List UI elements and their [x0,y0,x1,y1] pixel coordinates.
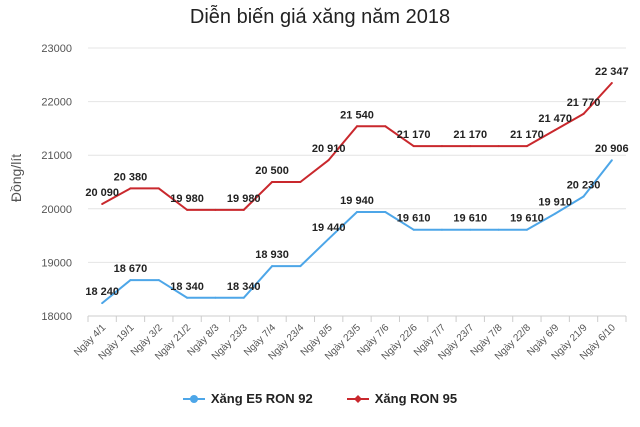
y-tick-label: 21000 [41,150,72,162]
data-label: 18 240 [85,286,119,298]
data-point [384,211,387,214]
data-label: 18 340 [227,281,261,293]
data-label: 19 940 [340,195,374,207]
y-tick-label: 19000 [41,257,72,269]
data-point [610,82,613,85]
data-label: 22 347 [595,66,629,78]
data-label: 21 170 [510,129,544,141]
data-point [327,159,330,162]
data-point [412,228,415,231]
y-tick-label: 18000 [41,311,72,323]
data-point [497,228,500,231]
data-point [525,145,528,148]
data-point [186,296,189,299]
data-point [129,187,132,190]
data-point [554,212,557,215]
data-point [440,145,443,148]
data-point [582,195,585,198]
y-tick-label: 23000 [41,43,72,55]
data-point [271,265,274,268]
data-point [242,296,245,299]
data-point [186,208,189,211]
data-point [101,202,104,205]
chart-title: Diễn biến giá xăng năm 2018 [189,6,451,28]
data-label: 21 470 [538,113,572,125]
data-point [242,208,245,211]
data-label: 19 980 [170,193,204,205]
data-label: 20 906 [595,143,629,155]
data-label: 20 380 [114,171,148,183]
legend-marker-e5-icon [182,394,205,403]
data-label: 21 170 [397,129,431,141]
data-point [299,181,302,183]
data-point [525,228,528,231]
data-point [214,208,217,211]
data-label: 20 910 [312,143,346,155]
data-label: 18 670 [114,263,148,275]
legend-item-ron95[interactable]: Xăng RON 95 [346,391,458,406]
data-label: 19 610 [510,213,544,225]
legend-item-e5[interactable]: Xăng E5 RON 92 [182,391,313,406]
data-point [497,145,500,148]
data-point [469,145,472,148]
data-label: 21 170 [453,129,487,141]
legend-marker-ron95-icon [346,394,369,403]
data-label: 19 610 [397,213,431,225]
data-label: 20 230 [567,179,601,191]
data-point [412,145,415,148]
data-point [299,265,302,268]
data-label: 21 770 [567,97,601,109]
data-point [356,125,358,128]
data-point [469,228,472,231]
data-point [327,237,330,240]
legend-label-ron95: Xăng RON 95 [374,391,458,406]
data-label: 19 980 [227,193,261,205]
legend: Xăng E5 RON 92 Xăng RON 95 [0,391,640,406]
data-label: 20 500 [255,165,289,177]
legend-label-e5: Xăng E5 RON 92 [210,391,313,406]
data-label: 19 610 [453,213,487,225]
data-point [384,125,387,128]
data-label: 19 910 [538,197,572,209]
data-label: 21 540 [340,109,374,121]
data-point [129,279,132,282]
data-point [610,159,613,162]
data-label: 19 440 [312,222,346,234]
data-point [271,181,274,183]
data-point [554,129,557,132]
y-tick-label: 22000 [41,97,72,109]
data-point [214,296,217,299]
data-point [157,187,160,190]
data-point [157,279,160,282]
data-point [440,228,443,231]
data-label: 18 340 [170,281,204,293]
data-label: 20 090 [85,187,119,199]
data-point [101,302,104,305]
data-label: 18 930 [255,249,289,261]
data-point [356,211,358,214]
y-tick-label: 20000 [41,204,72,216]
data-point [582,112,585,115]
